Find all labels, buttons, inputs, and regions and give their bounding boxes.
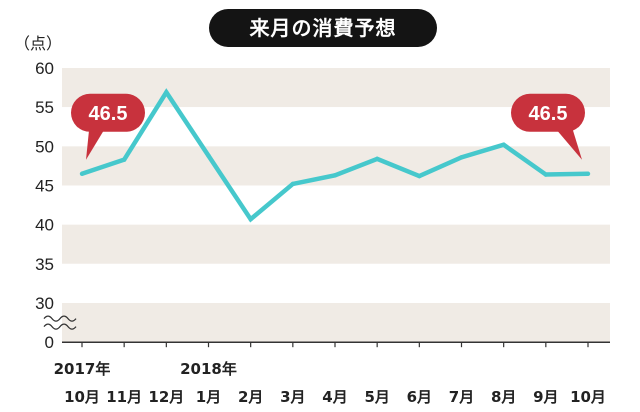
x-year-label: 2017年 xyxy=(54,360,111,378)
plot-band xyxy=(62,303,610,343)
x-tick-label: 5月 xyxy=(364,388,389,406)
axis-break-wave xyxy=(43,315,77,322)
data-point xyxy=(374,156,380,162)
x-tick-label: 9月 xyxy=(533,388,558,406)
axes: 0 30 35 40 45 50 55 60 2017年 10月 11月 12月 2018年 1月 2月 3月… xyxy=(35,59,610,406)
data-point xyxy=(459,155,464,160)
data-point xyxy=(206,153,211,158)
data-label-callout: 46.5 xyxy=(511,93,585,160)
plot-band xyxy=(62,146,610,186)
x-tick-label: 3月 xyxy=(280,388,305,406)
x-tick-label: 11月 xyxy=(106,388,142,406)
y-tick-label: 30 xyxy=(35,294,54,313)
axis-break-icon xyxy=(43,315,77,330)
x-tick-label: 10月 xyxy=(570,388,606,406)
plot-band xyxy=(62,263,610,304)
data-point xyxy=(290,181,296,187)
data-point xyxy=(332,173,338,178)
series-layer xyxy=(79,88,591,223)
chart-title: 来月の消費予想 xyxy=(209,9,437,47)
x-tick-label: 6月 xyxy=(407,388,432,406)
data-label: 46.5 xyxy=(529,103,568,125)
y-axis-unit: （点） xyxy=(14,34,62,53)
y-tick-label: 45 xyxy=(35,177,54,196)
y-tick-label: 55 xyxy=(35,98,54,117)
x-tick-label: 2月 xyxy=(238,388,263,406)
x-tick-label: 10月 xyxy=(64,388,100,406)
data-point xyxy=(121,157,127,162)
x-year-label: 2018年 xyxy=(180,360,237,378)
callout-bubble xyxy=(511,93,585,132)
plot-band xyxy=(62,224,610,264)
data-label-callout: 46.5 xyxy=(71,93,145,160)
data-label: 46.5 xyxy=(89,103,128,125)
data-point xyxy=(501,142,506,147)
data-label-layer: 46.5 46.5 xyxy=(71,93,585,160)
data-point xyxy=(417,173,422,179)
callout-bubble xyxy=(71,93,145,132)
y-tick-label: 0 xyxy=(45,333,54,352)
data-point xyxy=(585,171,591,176)
title-text: 来月の消費予想 xyxy=(249,16,397,40)
x-tick-label: 7月 xyxy=(449,388,474,406)
data-point xyxy=(248,216,253,222)
y-tick-label: 35 xyxy=(35,255,54,274)
y-tick-label: 60 xyxy=(35,59,54,78)
title-pill xyxy=(209,9,437,47)
x-tick-label: 4月 xyxy=(322,388,347,406)
x-tick-label: 8月 xyxy=(491,388,516,406)
y-tick-label: 50 xyxy=(35,137,54,156)
data-point xyxy=(543,172,549,177)
data-point xyxy=(164,90,169,95)
plot-band xyxy=(62,185,610,225)
y-tick-label: 40 xyxy=(35,216,54,235)
axis-break-wave xyxy=(43,323,77,330)
data-point xyxy=(79,171,85,176)
x-tick-label: 12月 xyxy=(148,388,184,406)
x-tick-label: 1月 xyxy=(196,388,221,406)
